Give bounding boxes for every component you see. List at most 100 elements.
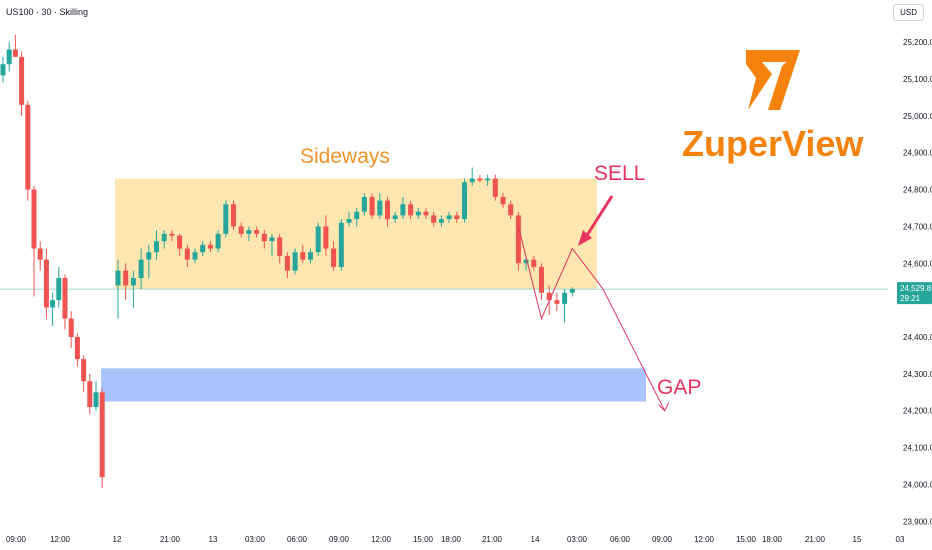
candle-body — [50, 300, 56, 308]
candle — [254, 226, 260, 238]
candle — [62, 274, 68, 330]
currency-button[interactable]: USD — [893, 4, 924, 21]
candle — [492, 174, 498, 201]
candle — [50, 292, 56, 326]
y-tick-label: 24,600.0 — [903, 259, 932, 268]
candle — [19, 51, 25, 116]
candle-body — [377, 200, 383, 216]
x-tick-label: 18:00 — [762, 535, 783, 544]
y-tick-label: 25,100.0 — [903, 75, 932, 84]
candle — [169, 230, 175, 242]
candle-body — [269, 237, 275, 242]
candle-body — [81, 359, 87, 382]
candle — [515, 211, 521, 271]
sell-arrow — [582, 195, 614, 241]
candle-body — [523, 259, 529, 264]
candle-body — [31, 189, 37, 249]
y-tick-label: 24,000.0 — [903, 480, 932, 489]
x-tick-label: 15:00 — [413, 535, 434, 544]
candle — [400, 196, 406, 220]
candle — [231, 200, 236, 231]
logo-mark-right — [768, 50, 800, 110]
candle-body — [308, 252, 313, 260]
candle — [408, 200, 414, 220]
candle-body — [161, 233, 167, 242]
candle — [292, 248, 298, 275]
candle — [508, 200, 514, 220]
candle — [31, 185, 37, 297]
candle-body — [485, 178, 491, 181]
sell-label: SELL — [594, 162, 645, 185]
candle-body — [469, 178, 475, 183]
candle — [238, 222, 244, 238]
candle — [377, 193, 383, 220]
candle-body — [300, 252, 306, 260]
candle-body — [331, 248, 337, 267]
candle — [87, 373, 93, 415]
x-tick-label: 12:00 — [371, 535, 392, 544]
price-tag-countdown: 29:21 — [900, 294, 921, 303]
x-tick-label: 03:00 — [567, 535, 588, 544]
candle-body — [215, 233, 221, 249]
candle — [246, 226, 252, 242]
candle-body — [25, 104, 31, 190]
candle — [138, 248, 144, 290]
candle-body — [569, 289, 575, 293]
candle — [284, 252, 290, 279]
candle-body — [231, 204, 236, 227]
candle-body — [130, 278, 136, 286]
candle — [446, 211, 452, 223]
candle — [415, 207, 421, 220]
x-tick-label: 18:00 — [441, 535, 462, 544]
x-tick-label: 12 — [113, 535, 122, 544]
candle — [269, 233, 275, 256]
y-tick-label: 24,100.0 — [903, 444, 932, 453]
candle-body — [531, 259, 537, 267]
candle-body — [508, 204, 514, 216]
candle — [192, 248, 198, 264]
candle-body — [338, 222, 344, 267]
candle-body — [12, 49, 18, 57]
candle — [354, 207, 360, 227]
candle-body — [115, 270, 121, 286]
x-tick-label: 03:00 — [245, 535, 266, 544]
candle-body — [408, 204, 414, 216]
candle — [438, 215, 444, 227]
candle — [431, 211, 437, 227]
candle-body — [539, 266, 544, 293]
candle-body — [43, 259, 49, 308]
candle-body — [74, 337, 80, 360]
candle-body — [62, 278, 68, 319]
candle — [346, 211, 352, 227]
candle-body — [431, 215, 437, 223]
candle — [6, 42, 12, 72]
y-tick-label: 25,000.0 — [903, 112, 932, 121]
candle — [454, 211, 460, 223]
candle — [154, 230, 159, 260]
x-tick-label: 03 — [896, 535, 905, 544]
candle — [37, 241, 43, 271]
candle-body — [323, 226, 329, 249]
candle — [554, 292, 560, 312]
candle — [261, 230, 267, 249]
candle — [562, 289, 568, 323]
candle-body — [238, 226, 244, 234]
candle-body — [462, 182, 467, 220]
candle-body — [492, 178, 498, 197]
candle-body — [346, 219, 352, 223]
candle — [308, 248, 313, 264]
x-tick-label: 13 — [209, 535, 218, 544]
candle — [25, 101, 31, 201]
price-tag — [897, 282, 932, 305]
candle — [43, 248, 49, 319]
candle-body — [500, 196, 506, 205]
x-tick-label: 15:00 — [736, 535, 757, 544]
candle-body — [68, 318, 74, 338]
x-tick-label: 14 — [531, 535, 540, 544]
candle-body — [56, 278, 62, 301]
y-tick-label: 23,900.0 — [903, 517, 932, 526]
candle-body — [123, 270, 129, 286]
candle — [81, 355, 87, 393]
x-tick-label: 21:00 — [160, 535, 181, 544]
